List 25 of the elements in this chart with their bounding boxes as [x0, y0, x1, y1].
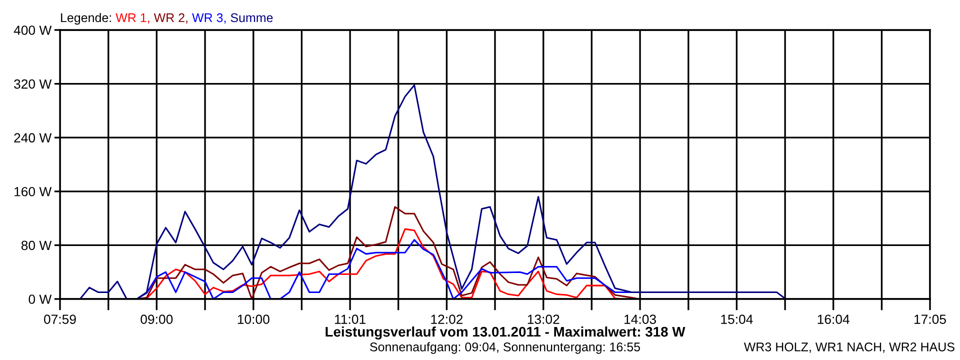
y-tick-label: 320 W	[14, 79, 52, 89]
x-tick-label: 12:02	[431, 314, 463, 324]
x-tick-label: 11:01	[335, 314, 366, 324]
x-tick-label: 09:00	[140, 314, 173, 324]
line-series	[79, 84, 786, 299]
text: Leistungsverlauf vom 13.01.2011 - Maximalwert: 318 W	[326, 326, 686, 340]
x-tick-label: 10:00	[238, 314, 270, 324]
x-tick-label: 16:04	[818, 314, 850, 324]
legend-title: Legende:	[61, 12, 111, 25]
y-tick-label: 400 W	[14, 26, 52, 35]
y-tick-label: 160 W	[14, 186, 52, 196]
text: Sonnenaufgang: 09:04, Sonnenuntergang: 16:55	[370, 342, 640, 354]
text: WR 3,	[192, 13, 226, 24]
y-tick-label: 80 W	[21, 240, 52, 250]
text: Summe	[230, 13, 273, 22]
y-tick-label: 0 W	[28, 294, 52, 304]
x-tick-label: 15:04	[721, 314, 753, 324]
x-tick-label: 14:03	[624, 314, 656, 324]
y-tick-label: 240 W	[14, 133, 52, 143]
x-tick-label: 17:05	[914, 314, 946, 324]
text: WR 1,	[116, 13, 150, 24]
x-tick-label: 13:02	[528, 314, 560, 324]
x-tick-label: 07:59	[44, 314, 76, 324]
text: WR 2,	[154, 13, 188, 24]
text: WR3 HOLZ, WR1 NACH, WR2 HAUS	[744, 342, 954, 353]
